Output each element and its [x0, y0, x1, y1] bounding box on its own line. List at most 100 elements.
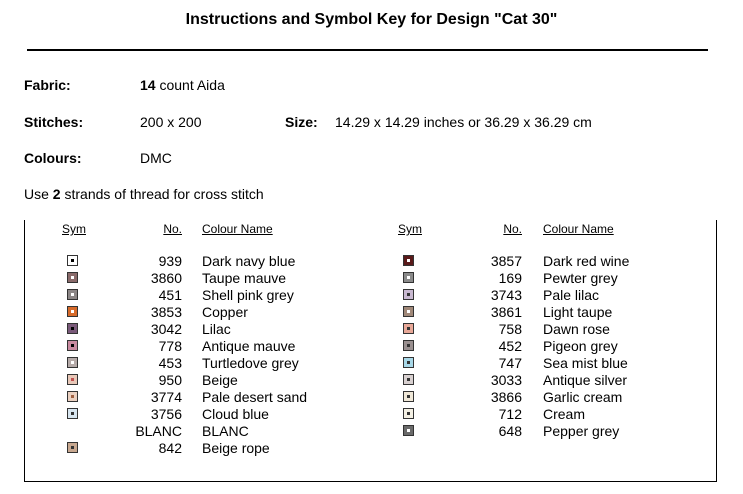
symbol [67, 306, 78, 317]
colour-number: 452 [498, 338, 522, 354]
colour-name: Antique silver [543, 372, 628, 388]
symbol-glyph [71, 310, 74, 313]
colour-name: Lilac [202, 321, 231, 337]
symbol-glyph [71, 361, 74, 364]
colour-number: 3774 [150, 389, 182, 405]
column-header: No. [163, 222, 182, 236]
symbol [67, 442, 78, 453]
column-header: Sym [398, 222, 422, 236]
symbol-glyph [71, 293, 74, 296]
colour-number: 3857 [490, 253, 522, 269]
symbol-glyph [71, 259, 74, 262]
colour-number: 939 [158, 253, 182, 269]
colour-number: 758 [498, 321, 522, 337]
symbol [403, 306, 414, 317]
colour-number: 3866 [490, 389, 522, 405]
colour-name: Dark red wine [543, 253, 630, 269]
colour-name: Cream [543, 406, 586, 422]
symbol [67, 272, 78, 283]
symbol [403, 289, 414, 300]
colour-name: Antique mauve [202, 338, 296, 354]
colour-name: Copper [202, 304, 248, 320]
colour-number: 712 [498, 406, 522, 422]
colour-name: BLANC [202, 423, 249, 439]
symbol [403, 340, 414, 351]
column-header: Sym [62, 222, 86, 236]
symbol [67, 408, 78, 419]
colour-number: 169 [498, 270, 522, 286]
symbol-table [24, 220, 717, 482]
rule [27, 49, 708, 51]
symbol-glyph [407, 395, 410, 398]
colour-name: Taupe mauve [202, 270, 287, 286]
colour-name: Shell pink grey [202, 287, 294, 303]
symbol-glyph [407, 293, 410, 296]
colour-name: Garlic cream [543, 389, 623, 405]
symbol [403, 272, 414, 283]
symbol-glyph [407, 429, 410, 432]
colour-number: 3033 [490, 372, 522, 388]
colour-number: 747 [498, 355, 522, 371]
colour-name: Dawn rose [543, 321, 610, 337]
symbol [67, 323, 78, 334]
fabric-count: 14 [140, 77, 156, 93]
colour-number: BLANC [135, 423, 182, 439]
colour-number: 453 [158, 355, 182, 371]
symbol-glyph [71, 412, 74, 415]
colour-number: 3853 [150, 304, 182, 320]
symbol [67, 340, 78, 351]
symbol-glyph [71, 446, 74, 449]
colour-number: 648 [498, 423, 522, 439]
colour-name: Pale desert sand [202, 389, 308, 405]
colour-name: Pigeon grey [543, 338, 618, 354]
colour-name: Pale lilac [543, 287, 600, 303]
symbol [403, 323, 414, 334]
colour-number: 778 [158, 338, 182, 354]
colour-name: Pewter grey [543, 270, 618, 286]
symbol [67, 255, 78, 266]
stitches-label: Stitches: [24, 114, 84, 130]
symbol [403, 391, 414, 402]
column-header: Colour Name [202, 222, 273, 236]
colours-label: Colours: [24, 150, 82, 166]
symbol-glyph [407, 259, 410, 262]
note: Use 2 strands of thread for cross stitch [24, 186, 264, 202]
colour-number: 950 [158, 372, 182, 388]
note-start: Use [24, 186, 49, 202]
colours-value: DMC [140, 150, 172, 166]
stitches-value: 200 x 200 [140, 114, 202, 130]
note-end: strands of thread for cross stitch [64, 186, 264, 202]
title: Instructions and Symbol Key for Design "… [185, 11, 558, 28]
symbol [403, 255, 414, 266]
colour-name: Dark navy blue [202, 253, 296, 269]
symbol-glyph [407, 327, 410, 330]
colour-number: 842 [158, 440, 182, 456]
symbol-glyph [407, 412, 410, 415]
colour-number: 3861 [490, 304, 522, 320]
symbol [403, 425, 414, 436]
symbol-glyph [407, 378, 410, 381]
symbol-glyph [71, 395, 74, 398]
symbol-glyph [407, 310, 410, 313]
colour-number: 451 [158, 287, 182, 303]
symbol-glyph [71, 344, 74, 347]
symbol [67, 289, 78, 300]
symbol-glyph [407, 276, 410, 279]
symbol [67, 391, 78, 402]
colour-name: Sea mist blue [543, 355, 628, 371]
colour-name: Turtledove grey [202, 355, 299, 371]
symbol [67, 374, 78, 385]
note-strands: 2 [52, 186, 61, 202]
symbol-glyph [71, 276, 74, 279]
symbol-glyph [407, 344, 410, 347]
colour-name: Beige [202, 372, 238, 388]
symbol-glyph [407, 361, 410, 364]
colour-number: 3743 [490, 287, 522, 303]
colour-name: Pepper grey [543, 423, 620, 439]
symbol [403, 357, 414, 368]
colour-number: 3860 [150, 270, 182, 286]
column-header: Colour Name [543, 222, 614, 236]
colour-number: 3042 [150, 321, 182, 337]
size-label: Size: [285, 114, 318, 130]
